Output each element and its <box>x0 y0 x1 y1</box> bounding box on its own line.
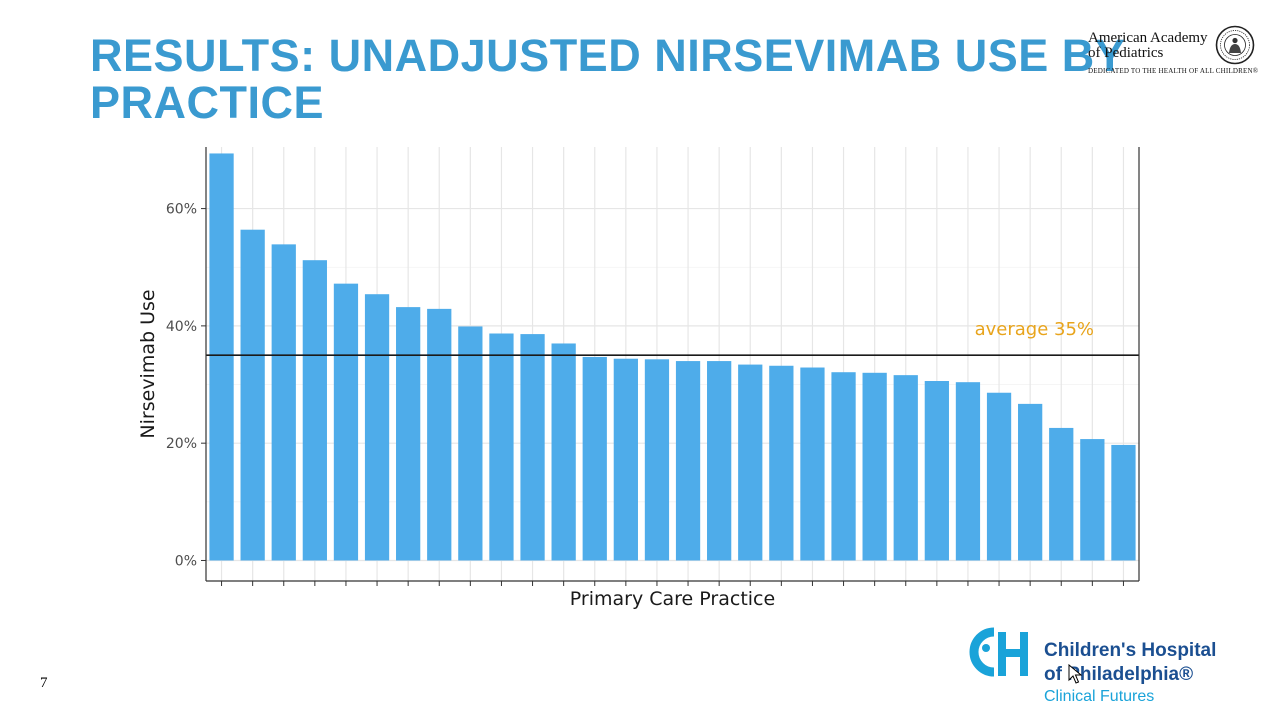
bar <box>333 283 359 561</box>
bar <box>396 307 421 561</box>
bar <box>831 372 856 561</box>
average-label: average 35% <box>975 319 1094 340</box>
bar <box>551 343 576 561</box>
bar <box>1111 444 1136 561</box>
chop-logo-mark-icon <box>969 627 1028 677</box>
aap-logo-tagline: DEDICATED TO THE HEALTH OF ALL CHILDREN® <box>1088 67 1259 75</box>
slide-number: 7 <box>40 675 48 691</box>
bar <box>1049 427 1074 561</box>
bar <box>707 361 732 561</box>
aap-seal-icon <box>1215 25 1255 65</box>
bar <box>613 358 638 561</box>
chop-logo: Children's Hospital of Philadelphia® Cli… <box>968 626 1248 710</box>
bar <box>458 326 483 561</box>
bar <box>271 244 296 561</box>
plot-panel <box>206 147 1139 581</box>
y-axis-label: Nirsevimab Use <box>137 289 159 438</box>
y-tick-label: 60% <box>166 202 197 218</box>
x-axis-label: Primary Care Practice <box>570 588 775 610</box>
y-tick-label: 20% <box>166 436 197 452</box>
bar <box>489 333 514 561</box>
bar <box>1080 439 1105 561</box>
chop-logo-line3: Clinical Futures <box>1044 688 1155 705</box>
bar <box>955 382 981 561</box>
bar <box>986 392 1012 561</box>
bar <box>240 229 265 561</box>
bar <box>427 308 452 561</box>
aap-logo: American Academy of Pediatrics DEDICATED… <box>1088 25 1268 77</box>
mouse-cursor-icon <box>1068 664 1082 684</box>
bar <box>769 365 794 561</box>
chop-logo-line2: of Philadelphia® <box>1044 664 1194 685</box>
bar <box>1018 403 1043 561</box>
bar <box>893 375 918 561</box>
bar <box>924 381 949 561</box>
bar <box>209 153 234 561</box>
y-tick-label: 40% <box>166 319 197 335</box>
bar <box>364 294 390 561</box>
chop-logo-line1: Children's Hospital <box>1044 640 1217 661</box>
slide-title: RESULTS: UNADJUSTED NIRSEVIMAB USE BY PR… <box>90 30 1125 128</box>
bar-chart: average 35% 0% 20% 40% 60% Primary Care Pract… <box>137 147 1140 610</box>
bar <box>800 367 825 561</box>
aap-logo-line1: American Academy <box>1088 30 1208 46</box>
bar <box>738 364 763 561</box>
bar <box>520 334 545 561</box>
aap-logo-line2: of Pediatrics <box>1088 45 1164 61</box>
bar <box>862 372 887 561</box>
bar <box>644 359 670 561</box>
chart: average 35% 0% 20% 40% 60% Primary Care Pract… <box>120 135 1160 625</box>
bar <box>302 260 327 561</box>
bar <box>675 361 701 561</box>
bar <box>582 356 607 561</box>
y-tick-label: 0% <box>175 553 197 569</box>
